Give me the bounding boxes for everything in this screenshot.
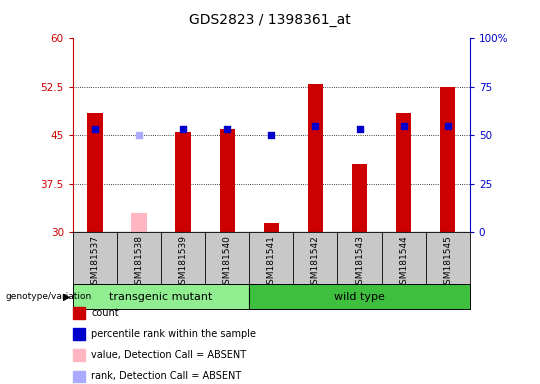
Text: percentile rank within the sample: percentile rank within the sample (91, 329, 256, 339)
Text: genotype/variation: genotype/variation (5, 292, 92, 301)
Text: GSM181540: GSM181540 (223, 235, 232, 290)
Text: wild type: wild type (334, 291, 385, 302)
Bar (264, 223, 279, 232)
Point (267, 132, 275, 139)
Point (311, 122, 320, 129)
Point (223, 126, 232, 132)
Bar (396, 113, 411, 232)
Text: count: count (91, 308, 119, 318)
Text: ▶: ▶ (63, 291, 70, 302)
Bar (308, 84, 323, 232)
Bar (131, 213, 147, 232)
Text: GSM181544: GSM181544 (399, 235, 408, 290)
Text: GSM181538: GSM181538 (134, 235, 144, 290)
Point (91, 126, 99, 132)
Bar (73, 284, 249, 309)
Point (443, 122, 452, 129)
Point (135, 132, 144, 139)
Text: GSM181543: GSM181543 (355, 235, 364, 290)
Text: GSM181541: GSM181541 (267, 235, 276, 290)
Text: GSM181545: GSM181545 (443, 235, 452, 290)
Text: value, Detection Call = ABSENT: value, Detection Call = ABSENT (91, 350, 246, 360)
Bar (249, 284, 470, 309)
Point (179, 126, 187, 132)
Text: GSM181542: GSM181542 (311, 235, 320, 290)
Bar (87, 113, 103, 232)
Text: GDS2823 / 1398361_at: GDS2823 / 1398361_at (189, 13, 351, 27)
Text: transgenic mutant: transgenic mutant (110, 291, 213, 302)
Bar (352, 164, 367, 232)
Text: rank, Detection Call = ABSENT: rank, Detection Call = ABSENT (91, 371, 241, 381)
Bar (440, 87, 455, 232)
Bar (176, 132, 191, 232)
Text: GSM181537: GSM181537 (91, 235, 99, 290)
Bar (220, 129, 235, 232)
Point (399, 122, 408, 129)
Text: GSM181539: GSM181539 (179, 235, 188, 290)
Point (355, 126, 364, 132)
